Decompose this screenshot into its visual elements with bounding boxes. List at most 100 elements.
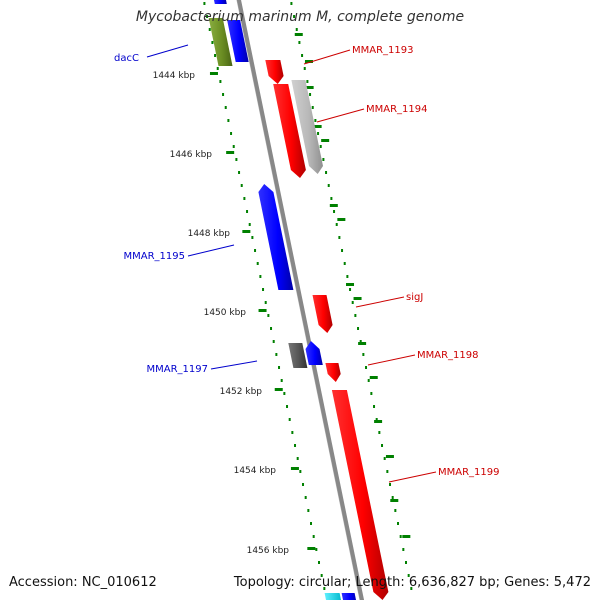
gene-label-MMAR_1199[interactable]: MMAR_1199 [438, 467, 500, 478]
gene-blue-top [227, 20, 249, 62]
tick-dot-inner [230, 132, 233, 135]
gene-features [208, 0, 389, 604]
tick-dot-inner [296, 457, 299, 460]
tick-dot-inner [235, 158, 238, 161]
tick-dot-outer [381, 444, 384, 447]
gene-MMAR_1197 [288, 343, 308, 368]
tick-dot-inner [302, 483, 305, 486]
tick-dot-outer [349, 288, 352, 291]
tick-dot-inner [264, 301, 267, 304]
label-leaders [146, 44, 437, 483]
tick-dot-inner [259, 275, 262, 278]
tick-dot-inner [272, 340, 275, 343]
tick-dot-outer [357, 327, 360, 330]
tick-mark-inner [274, 388, 283, 391]
tick-mark-outer [313, 125, 322, 128]
gene-label-dacC[interactable]: dacC [114, 53, 139, 64]
tick-label: 1446 kbp [170, 150, 213, 160]
tick-dot-inner [211, 41, 214, 44]
tick-mark-outer [353, 297, 362, 300]
tick-dot-inner [299, 470, 302, 473]
tick-dot-inner [254, 249, 257, 252]
tick-dot-outer [410, 587, 413, 590]
tick-mark-outer [329, 204, 338, 207]
tick-dot-outer [330, 197, 333, 200]
tick-dot-outer [407, 574, 410, 577]
topology-text: Topology: circular; Length: 6,636,827 bp… [233, 575, 591, 590]
gene-MMAR_1195 [258, 184, 294, 290]
tick-mark-inner [258, 309, 267, 312]
tick-dot-outer [293, 15, 296, 18]
genome-backbone [236, 0, 365, 604]
tick-dot-inner [216, 67, 219, 70]
tick-dot-outer [314, 119, 317, 122]
gene-labels: dacC MMAR_1193 MMAR_1194 MMAR_1195 sigJ … [114, 45, 499, 478]
tick-dot-outer [346, 275, 349, 278]
tick-dot-outer [322, 158, 325, 161]
leader-line [388, 471, 437, 483]
tick-dot-inner [270, 327, 273, 330]
gene-bottom-cyan [324, 593, 342, 604]
tick-dot-outer [362, 353, 365, 356]
tick-dot-inner [246, 210, 249, 213]
tick-dot-inner [294, 444, 297, 447]
tick-label: 1448 kbp [188, 229, 231, 239]
tick-dot-inner [232, 145, 235, 148]
tick-mark-outer [337, 218, 346, 221]
tick-dot-inner [227, 119, 230, 122]
tick-dot-inner [238, 171, 241, 174]
leader-line [316, 108, 365, 123]
tick-dot-outer [389, 483, 392, 486]
tick-label: 1456 kbp [247, 546, 290, 556]
tick-dot-outer [298, 41, 301, 44]
gene-MMAR_1194-pseudo [291, 80, 323, 174]
tick-dot-inner [262, 288, 265, 291]
tick-dot-outer [375, 418, 378, 421]
tick-mark-inner [226, 151, 235, 154]
tick-dot-outer [370, 392, 373, 395]
tick-mark-inner [242, 230, 251, 233]
leader-line [367, 354, 416, 366]
tick-mark-outer [358, 342, 367, 345]
tick-dot-outer [295, 28, 298, 31]
tick-label: 1444 kbp [153, 71, 196, 81]
gene-label-MMAR_1193[interactable]: MMAR_1193 [352, 45, 414, 56]
tick-mark-inner [209, 72, 218, 75]
tick-dot-outer [327, 184, 330, 187]
backbone-line [236, 0, 365, 604]
tick-dot-inner [286, 405, 289, 408]
leader-line [187, 244, 235, 257]
tick-mark-inner [290, 467, 299, 470]
tick-dot-inner [304, 496, 307, 499]
tick-dot-outer [319, 145, 322, 148]
tick-dot-outer [378, 431, 381, 434]
tick-dot-outer [397, 522, 400, 525]
tick-label: 1454 kbp [234, 466, 277, 476]
tick-dot-outer [365, 366, 368, 369]
gene-label-MMAR_1197[interactable]: MMAR_1197 [147, 364, 209, 375]
leader-line [303, 49, 351, 65]
tick-dot-inner [307, 509, 310, 512]
tick-dot-inner [208, 28, 211, 31]
leader-line [355, 296, 405, 308]
gene-sigJ [312, 295, 333, 333]
tick-mark-outer [385, 455, 394, 458]
tick-labels: 1444 kbp 1446 kbp 1448 kbp 1450 kbp 1452… [153, 71, 290, 556]
gene-label-MMAR_1194[interactable]: MMAR_1194 [366, 104, 428, 115]
tick-mark-outer [369, 376, 378, 379]
gene-label-sigJ[interactable]: sigJ [406, 292, 423, 303]
tick-dot-outer [354, 314, 357, 317]
tick-dot-inner [248, 223, 251, 226]
gene-MMAR_1194 [273, 84, 306, 178]
tick-dot-inner [278, 366, 281, 369]
tick-dot-inner [288, 418, 291, 421]
tick-dot-outer [402, 548, 405, 551]
tick-dot-inner [315, 548, 318, 551]
tick-dot-inner [203, 2, 206, 5]
tick-dot-inner [206, 15, 209, 18]
tick-dot-inner [214, 54, 217, 57]
gene-label-MMAR_1198[interactable]: MMAR_1198 [417, 350, 479, 361]
gene-label-MMAR_1195[interactable]: MMAR_1195 [124, 251, 186, 262]
gene-top-cap [214, 0, 227, 4]
